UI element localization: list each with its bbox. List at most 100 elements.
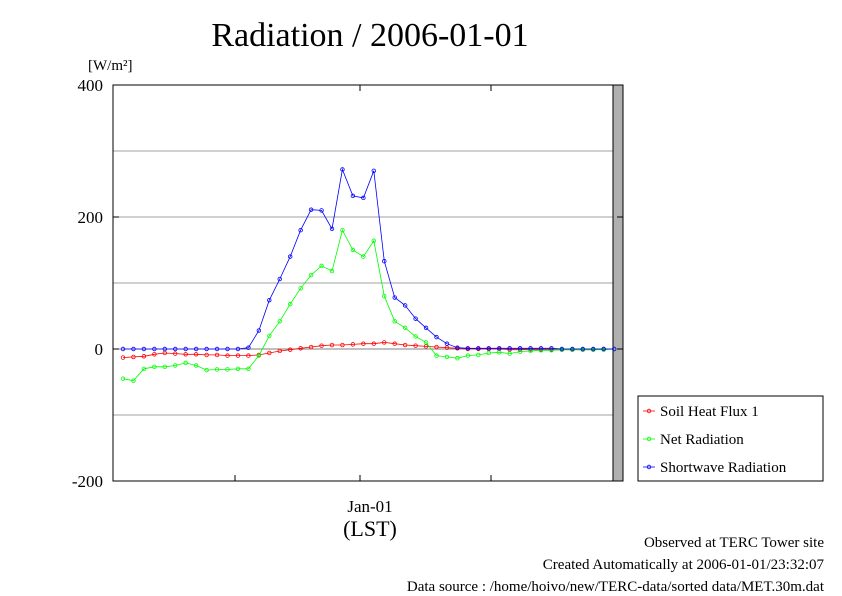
data-point <box>288 301 293 307</box>
y-tick-label: -200 <box>72 472 103 491</box>
data-point <box>246 345 251 350</box>
data-point <box>465 346 471 351</box>
data-point <box>152 346 157 352</box>
data-point <box>308 207 314 212</box>
series-line <box>123 168 615 350</box>
legend-marker <box>646 436 652 442</box>
x-axis-label: (LST) <box>343 516 397 541</box>
series-net-radiation <box>120 227 617 383</box>
y-tick-label: 200 <box>78 208 104 227</box>
data-point <box>392 341 397 346</box>
data-point <box>246 353 251 358</box>
data-point <box>298 346 303 351</box>
data-point <box>371 341 376 346</box>
plot-end-band <box>612 84 624 482</box>
legend-marker <box>646 408 652 414</box>
series-shortwave-radiation <box>120 167 617 352</box>
data-point <box>402 325 408 331</box>
legend-marker <box>646 464 652 470</box>
data-point <box>434 353 439 358</box>
data-point <box>131 354 136 360</box>
data-point <box>225 346 230 352</box>
y-axis-unit-label: [W/m²] <box>88 58 132 74</box>
data-point <box>214 346 220 352</box>
data-point <box>350 193 356 199</box>
data-point <box>204 346 209 352</box>
data-point <box>225 367 230 372</box>
data-point <box>497 346 502 351</box>
legend-label: Shortwave Radiation <box>660 460 787 476</box>
series-layer <box>120 167 617 383</box>
data-point <box>152 364 157 370</box>
series-line <box>122 229 615 382</box>
data-point <box>277 348 282 354</box>
y-axis-ticks: -200 0 200 400 <box>72 76 623 491</box>
data-point <box>183 352 188 357</box>
data-point <box>528 348 533 354</box>
data-point <box>538 346 544 351</box>
footer-created-note: Created Automatically at 2006-01-01/23:3… <box>542 557 824 573</box>
data-point <box>361 195 366 201</box>
data-point <box>329 342 335 348</box>
data-point <box>392 319 397 324</box>
data-point <box>507 351 512 356</box>
data-point <box>476 346 481 351</box>
chart-title: Radiation / 2006-01-01 <box>211 17 528 54</box>
data-point <box>413 334 418 339</box>
legend-box <box>637 395 824 482</box>
data-point <box>611 346 617 352</box>
data-point <box>235 346 241 352</box>
data-point <box>193 352 199 357</box>
data-point <box>382 340 387 345</box>
data-point <box>288 254 293 259</box>
data-point <box>204 352 209 358</box>
data-point <box>528 347 533 352</box>
footer-data-source: Data source : /home/hoivo/new/TERC-data/… <box>406 579 824 595</box>
data-point <box>371 168 376 173</box>
data-point <box>173 351 178 356</box>
data-point <box>267 333 272 338</box>
data-point <box>319 343 324 348</box>
data-point <box>423 340 429 345</box>
plot-area <box>112 84 624 482</box>
x-tick-label: Jan-01 <box>347 497 392 516</box>
x-axis-ticks <box>112 85 492 481</box>
data-point <box>580 346 585 352</box>
data-point <box>308 272 314 278</box>
data-point <box>329 226 335 232</box>
data-point <box>162 364 167 370</box>
data-point <box>444 354 450 360</box>
data-point <box>141 366 147 371</box>
data-point <box>340 167 345 172</box>
data-point <box>120 376 126 381</box>
legend: Soil Heat Flux 1 Net Radiation Shortwave R… <box>637 395 824 482</box>
data-point <box>423 325 429 331</box>
data-point <box>340 342 345 348</box>
data-point <box>361 254 366 259</box>
data-point <box>591 346 596 352</box>
data-point <box>371 238 376 243</box>
data-point <box>267 297 272 303</box>
data-point <box>465 353 471 358</box>
data-point <box>319 263 324 269</box>
grid-lines <box>113 150 623 416</box>
data-point <box>570 346 575 352</box>
data-point <box>193 363 199 368</box>
data-point <box>486 346 491 351</box>
data-point <box>444 341 450 346</box>
data-point <box>298 227 303 233</box>
y-tick-label: 0 <box>95 340 104 359</box>
data-point <box>173 363 178 368</box>
data-point <box>162 346 167 352</box>
data-point <box>225 353 230 358</box>
legend-label: Net Radiation <box>660 432 744 448</box>
data-point <box>267 350 272 356</box>
data-point <box>434 334 439 340</box>
data-point <box>277 319 282 324</box>
data-point <box>413 316 418 321</box>
data-point <box>329 268 335 274</box>
data-point <box>434 344 439 350</box>
data-point <box>308 344 314 350</box>
data-point <box>246 366 251 371</box>
y-tick-label: 400 <box>78 76 104 95</box>
